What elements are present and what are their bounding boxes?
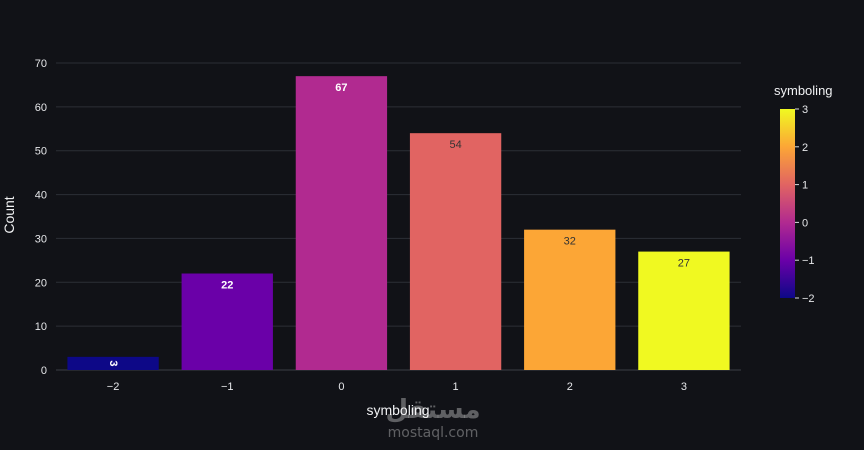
y-tick-label: 50 [35,146,47,158]
x-tick-label: 3 [681,381,687,393]
data-label: 27 [678,258,690,270]
y-axis-ticks: 0 10 20 30 40 50 60 70 [35,58,47,377]
colorbar-gradient [780,109,795,298]
data-labels: 3 22 67 54 32 27 [107,82,690,366]
data-label: 22 [221,280,233,292]
colorbar-tick-label: −2 [802,293,815,305]
x-tick-label: −2 [107,381,120,393]
x-axis-ticks: −2 −1 0 1 2 3 [107,381,687,393]
y-tick-label: 10 [35,321,47,333]
x-tick-label: −1 [221,381,234,393]
colorbar-tick-label: −1 [802,255,815,267]
y-tick-label: 70 [35,58,47,70]
data-label: 3 [107,360,119,366]
data-label: 32 [564,236,576,248]
x-tick-label: 0 [338,381,344,393]
watermark-logo: مستقل [385,395,480,425]
y-tick-label: 30 [35,233,47,245]
x-tick-label: 1 [453,381,459,393]
y-tick-label: 40 [35,190,47,202]
bars [67,76,730,371]
data-label: 67 [335,82,347,94]
colorbar-tick-label: 1 [802,180,808,192]
watermark-url: mostaql.com [388,425,479,441]
bar[interactable] [295,76,388,371]
gridlines [56,62,741,371]
y-axis-title: Count [1,196,17,233]
colorbar-title: symboling [774,83,833,98]
bar[interactable] [638,251,730,370]
colorbar-tick-label: 0 [802,217,808,229]
y-tick-label: 20 [35,277,47,289]
y-tick-label: 60 [35,102,47,114]
bar[interactable] [181,273,273,370]
watermark: مستقل mostaql.com [385,395,480,441]
bar[interactable] [67,356,159,370]
colorbar-tick-label: 3 [802,104,808,116]
x-axis-title: symboling [366,402,429,418]
x-tick-label: 2 [567,381,573,393]
bar[interactable] [409,133,502,370]
bar[interactable] [524,229,616,370]
colorbar-ticks: −2 −1 0 1 2 3 [795,104,815,305]
y-tick-label: 0 [41,365,47,377]
data-label: 54 [449,139,461,151]
colorbar-tick-label: 2 [802,142,808,154]
colorbar-legend: symboling −2 −1 0 1 2 3 [774,83,833,305]
